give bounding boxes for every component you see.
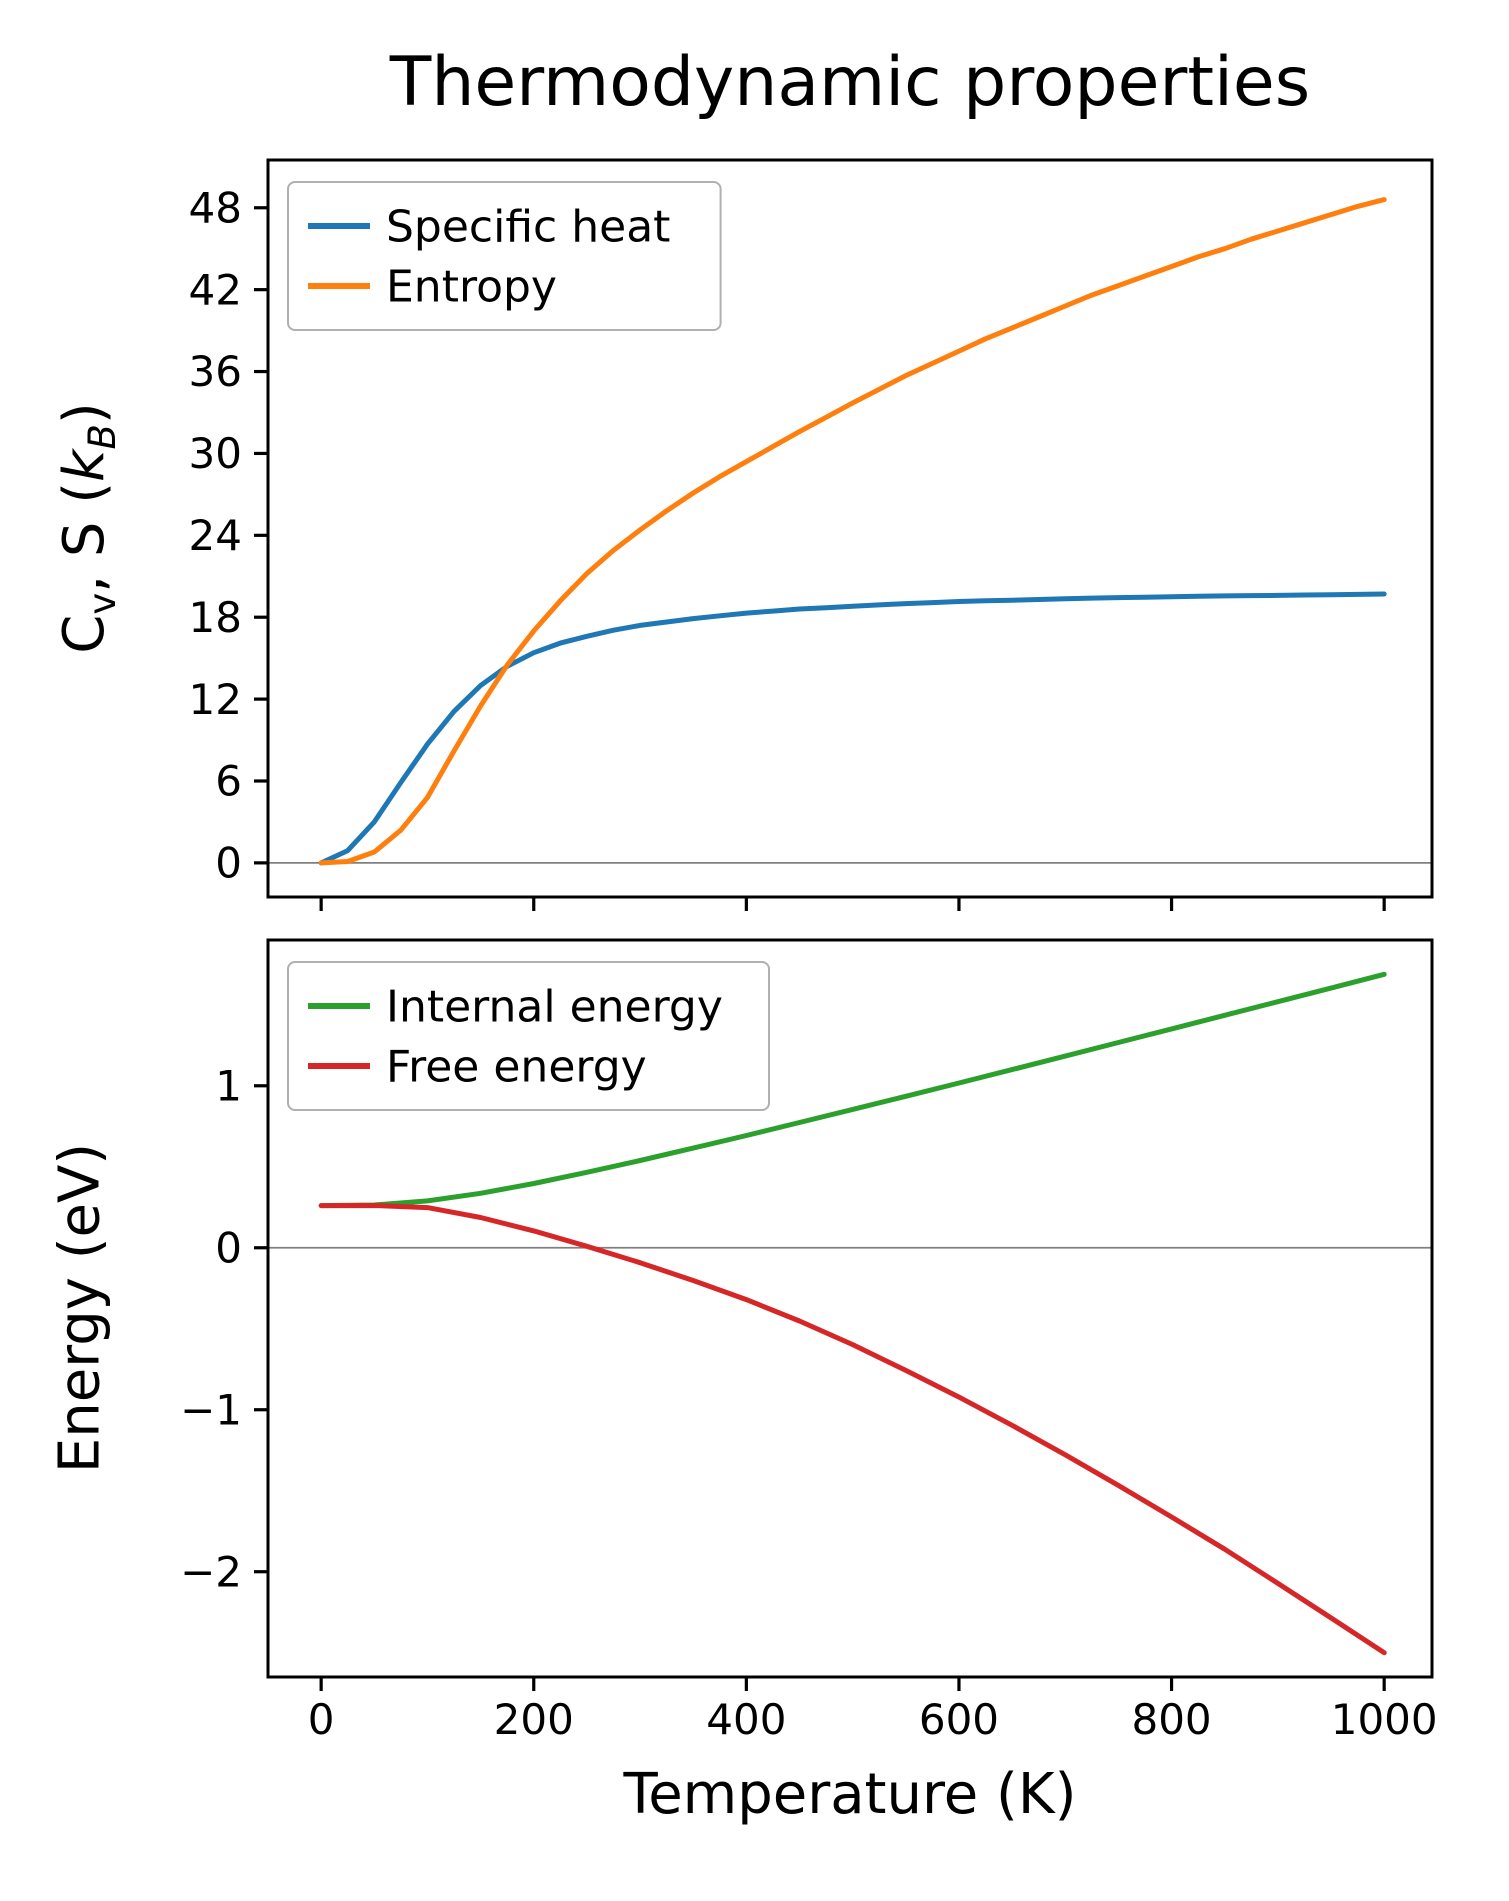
axes-frame: [266, 938, 1434, 1679]
legend: Specific heat Entropy: [287, 181, 722, 331]
y-tick-label: 36: [189, 347, 242, 396]
y-tick-label: 48: [189, 183, 242, 232]
legend-label: Free energy: [386, 1041, 647, 1092]
y-tick-label: 24: [189, 511, 242, 560]
entropy-line: [318, 197, 1387, 866]
y-tick-label: 42: [189, 265, 242, 314]
axes-frame: [266, 158, 1434, 899]
x-tick-label: 800: [1131, 1695, 1211, 1744]
x-tick-label: 200: [494, 1695, 574, 1744]
x-tick-label: 400: [706, 1695, 786, 1744]
legend-label: Specific heat: [386, 201, 670, 252]
y-tick-label: 1: [215, 1061, 242, 1110]
x-axis-label: Temperature (K): [623, 1762, 1077, 1827]
legend-frame: [287, 961, 770, 1111]
y-tick-label: 0: [215, 839, 242, 888]
y-tick-label: 30: [189, 429, 242, 478]
y-tick-label: 6: [215, 757, 242, 806]
specific-heat-line: [318, 591, 1387, 866]
y-tick-label: 18: [189, 593, 242, 642]
chart-top: 0 6 12 18 24 30 36 42 48 Specific heat Entropy: [189, 158, 1434, 911]
legend: Internal energy Free energy: [287, 961, 770, 1111]
chart-bottom: 0 200 400 600 800 1000 −2 −1 0 1 Internal energy Fr…: [180, 938, 1438, 1744]
chart-title: Thermodynamic properties: [389, 43, 1311, 122]
y-tick-label: −2: [180, 1547, 242, 1596]
x-tick-label: 1000: [1331, 1695, 1438, 1744]
y-tick-label: 12: [189, 675, 242, 724]
x-tick-label: 0: [308, 1695, 335, 1744]
free-energy-line: [318, 1203, 1387, 1656]
legend-label: Entropy: [386, 261, 557, 312]
y-tick-label: 0: [215, 1223, 242, 1272]
legend-frame: [287, 181, 722, 331]
y-tick-label: −1: [180, 1385, 242, 1434]
internal-energy-line: [318, 971, 1387, 1209]
legend-label: Internal energy: [386, 981, 723, 1032]
x-tick-label: 600: [919, 1695, 999, 1744]
